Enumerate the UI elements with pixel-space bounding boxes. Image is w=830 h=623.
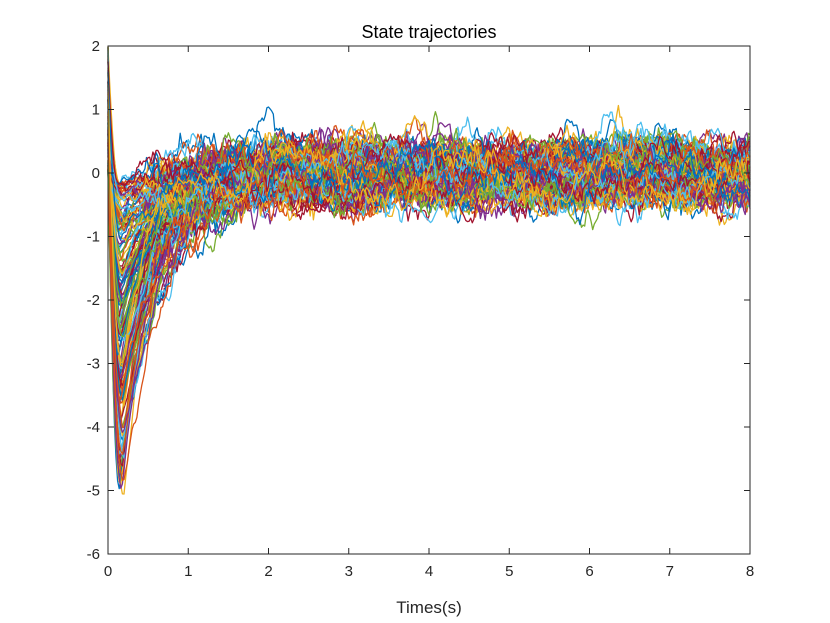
y-tick-label: -6 xyxy=(87,546,100,563)
trajectory-line xyxy=(107,84,751,364)
x-tick-label: 4 xyxy=(425,563,433,580)
y-tick-label: -4 xyxy=(87,419,100,436)
trajectory-line xyxy=(107,135,751,221)
y-tick-label: -2 xyxy=(87,292,100,309)
y-tick-label: -3 xyxy=(87,356,100,373)
x-tick-label: 5 xyxy=(505,563,513,580)
plot-area-background xyxy=(108,46,750,554)
y-tick-label: -1 xyxy=(87,229,100,246)
y-tick-label: -5 xyxy=(87,483,100,500)
trajectory-line xyxy=(107,92,751,400)
y-tick-label: 2 xyxy=(92,38,100,55)
x-tick-label: 3 xyxy=(345,563,353,580)
y-axis-ticks: -6 -5 -4 -3 -2 -1 0 1 2 xyxy=(87,38,750,563)
x-axis-title: Times(s) xyxy=(396,598,461,617)
y-tick-label: 0 xyxy=(92,165,100,182)
x-axis-ticks: 0 1 2 3 4 5 6 7 8 xyxy=(104,46,754,580)
x-tick-label: 6 xyxy=(585,563,593,580)
x-tick-label: 1 xyxy=(184,563,192,580)
trajectory-line xyxy=(107,71,751,241)
chart-title: State trajectories xyxy=(361,22,496,42)
y-tick-label: 1 xyxy=(92,102,100,119)
x-tick-label: 0 xyxy=(104,563,112,580)
x-tick-label: 2 xyxy=(264,563,272,580)
trajectory-line xyxy=(107,115,751,433)
series-group xyxy=(107,46,751,495)
x-tick-label: 7 xyxy=(666,563,674,580)
trajectory-line xyxy=(107,132,751,284)
x-tick-label: 8 xyxy=(746,563,754,580)
